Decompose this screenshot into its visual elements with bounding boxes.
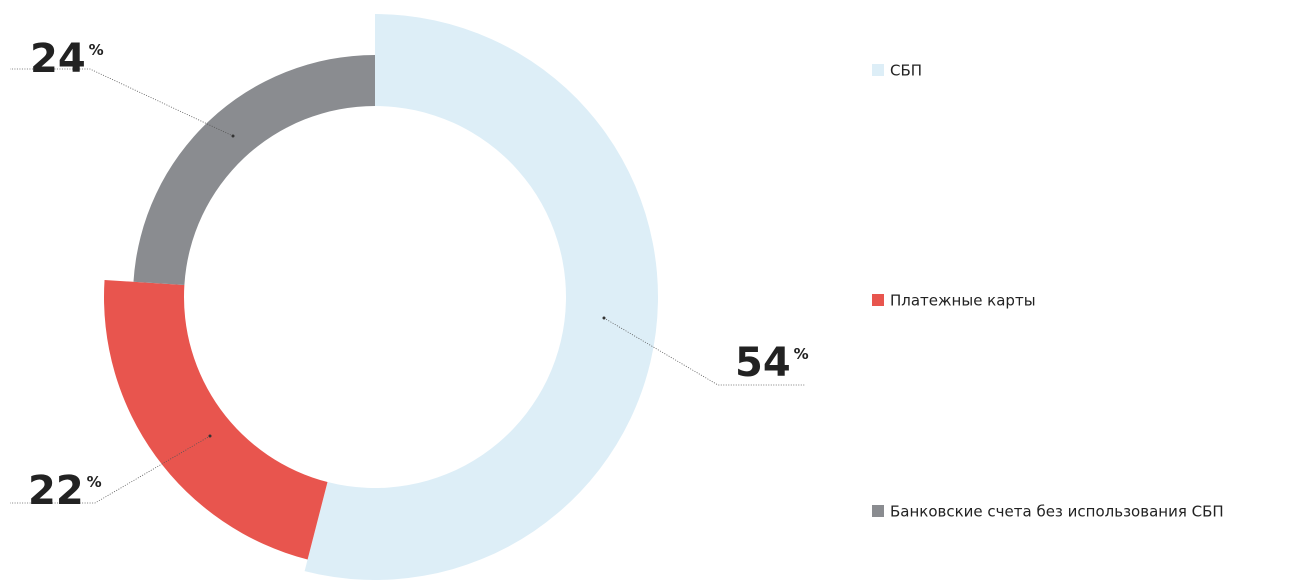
data-label: 24% (30, 36, 104, 82)
leader-line (603, 317, 805, 386)
leader-line (10, 68, 234, 137)
donut-segment (133, 55, 375, 286)
data-label: 22% (28, 468, 102, 514)
legend-swatch (872, 505, 884, 517)
donut-segment (103, 279, 328, 560)
data-label: 54% (735, 340, 809, 386)
leader-dot (208, 434, 212, 438)
leader-line (10, 435, 211, 504)
legend-swatch (872, 64, 884, 76)
legend-swatch (872, 294, 884, 306)
legend-label: СБП (890, 62, 922, 80)
donut-segment (304, 14, 658, 580)
legend-label: Банковские счета без использования СБП (890, 503, 1224, 521)
leader-dot (602, 316, 606, 320)
leader-dot (231, 134, 235, 138)
legend-label: Платежные карты (890, 292, 1036, 310)
